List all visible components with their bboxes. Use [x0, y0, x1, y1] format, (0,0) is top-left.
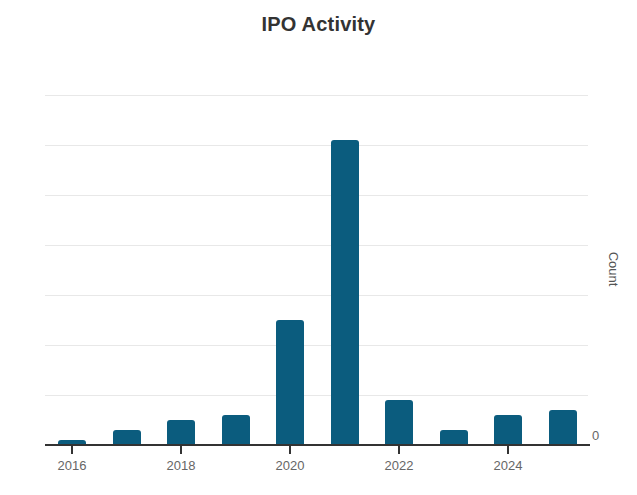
- bar-2021: [331, 140, 359, 445]
- ipo-activity-bar-chart: IPO Activity 2016 2018 2020 2022 2024 0 Coun…: [0, 0, 637, 495]
- x-tick-label-2022: 2022: [369, 458, 429, 473]
- gridline-40: [45, 245, 588, 246]
- x-tick-2020: [289, 446, 291, 454]
- gridline-70: [45, 95, 588, 96]
- bar-2023: [440, 430, 468, 445]
- x-tick-label-2018: 2018: [151, 458, 211, 473]
- gridline-30: [45, 295, 588, 296]
- y-axis-zero-label: 0: [592, 428, 599, 443]
- x-tick-2022: [398, 446, 400, 454]
- bar-2020: [276, 320, 304, 445]
- gridline-20: [45, 345, 588, 346]
- bar-2018: [167, 420, 195, 445]
- x-tick-label-2016: 2016: [42, 458, 102, 473]
- chart-title: IPO Activity: [0, 13, 637, 36]
- x-tick-2016: [71, 446, 73, 454]
- gridline-60: [45, 145, 588, 146]
- x-tick-2018: [180, 446, 182, 454]
- x-tick-label-2024: 2024: [478, 458, 538, 473]
- x-tick-label-2020: 2020: [260, 458, 320, 473]
- gridline-10: [45, 395, 588, 396]
- x-tick-2024: [507, 446, 509, 454]
- bar-2019: [222, 415, 250, 445]
- y-axis-title: Count: [605, 244, 621, 294]
- bar-2025: [549, 410, 577, 445]
- bar-2017: [113, 430, 141, 445]
- bar-2024: [494, 415, 522, 445]
- gridline-50: [45, 195, 588, 196]
- bar-2022: [385, 400, 413, 445]
